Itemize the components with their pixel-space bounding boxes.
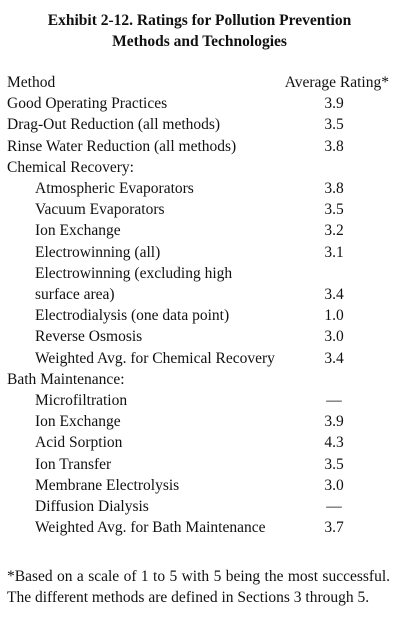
method: Ion Exchange — [35, 222, 121, 240]
rating: — — [326, 498, 342, 516]
rating: 3.1 — [324, 243, 344, 261]
rating: 3.0 — [324, 328, 344, 346]
method: Ion Exchange — [35, 413, 121, 431]
method: Ion Transfer — [35, 455, 112, 473]
title: Exhibit 2-12. Ratings for Pollution Prev… — [47, 12, 352, 50]
header-method: Method — [7, 74, 56, 91]
method: Electrowinning (all) — [35, 243, 161, 261]
method: Electrodialysis (one data point) — [35, 307, 230, 325]
ratings-table: Method Average Rating* Good Operating Prac… — [7, 72, 392, 538]
rating: 3.0 — [324, 476, 344, 494]
rating: 3.4 — [324, 349, 344, 367]
method: Acid Sorption — [35, 434, 123, 452]
rating: 1.0 — [324, 307, 344, 325]
header-rating: Average Rating* — [284, 74, 389, 91]
method: Membrane Electrolysis — [35, 476, 180, 494]
method: Electrowinning (excluding high surface a… — [35, 264, 233, 304]
method: Weighted Avg. for Chemical Recovery — [35, 349, 275, 367]
rating: 3.8 — [324, 180, 344, 198]
method: Rinse Water Reduction (all methods) — [7, 137, 237, 155]
rating: 3.9 — [324, 413, 344, 431]
rating: 3.5 — [324, 201, 344, 219]
footnote: *Based on a scale of 1 to 5 with 5 being… — [7, 568, 390, 606]
method: Microfiltration — [35, 392, 128, 410]
rating: — — [326, 392, 342, 410]
method: Drag-Out Reduction (all methods) — [7, 116, 221, 134]
rating: 3.5 — [324, 116, 344, 134]
method: Vacuum Evaporators — [35, 201, 165, 219]
rating: 3.4 — [324, 286, 344, 304]
method: Atmospheric Evaporators — [35, 180, 194, 198]
rating: 4.3 — [324, 434, 344, 452]
rating: 3.5 — [324, 455, 344, 473]
rating: 3.2 — [324, 222, 344, 240]
method: Reverse Osmosis — [35, 328, 143, 346]
method: Chemical Recovery: — [7, 158, 134, 176]
rating: 3.9 — [324, 95, 344, 113]
method: Weighted Avg. for Bath Maintenance — [35, 519, 266, 537]
method: Good Operating Practices — [7, 95, 168, 113]
rating: 3.8 — [324, 137, 344, 155]
method: Diffusion Dialysis — [35, 498, 149, 516]
rating: 3.7 — [324, 519, 344, 537]
method: Bath Maintenance: — [7, 370, 125, 388]
